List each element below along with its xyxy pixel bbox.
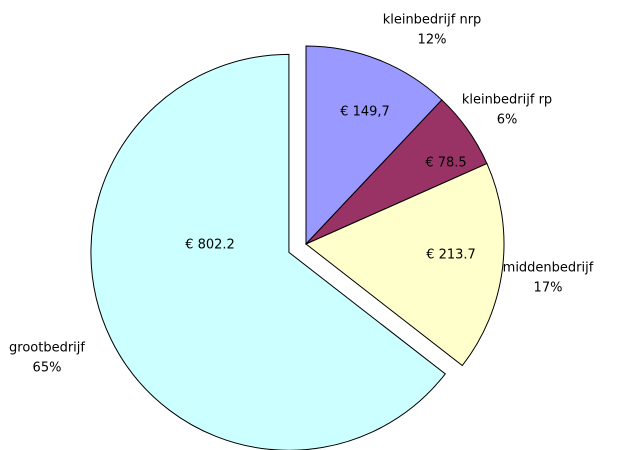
category-label: grootbedrijf (9, 341, 85, 356)
value-label: € 802.2 (185, 238, 235, 253)
category-label: middenbedrijf (503, 261, 594, 276)
percent-label: 17% (534, 281, 563, 296)
percent-label: 65% (33, 361, 62, 376)
value-label: € 78.5 (425, 156, 466, 171)
value-label: € 213.7 (426, 248, 476, 263)
pie-slice (305, 162, 505, 367)
value-label: € 149,7 (340, 105, 390, 120)
percent-label: 6% (497, 113, 518, 128)
percent-label: 12% (418, 33, 447, 48)
pie-slice (90, 53, 446, 450)
category-label: kleinbedrijf rp (462, 93, 552, 108)
pie-slice (305, 45, 443, 246)
category-label: kleinbedrijf nrp (383, 13, 482, 28)
